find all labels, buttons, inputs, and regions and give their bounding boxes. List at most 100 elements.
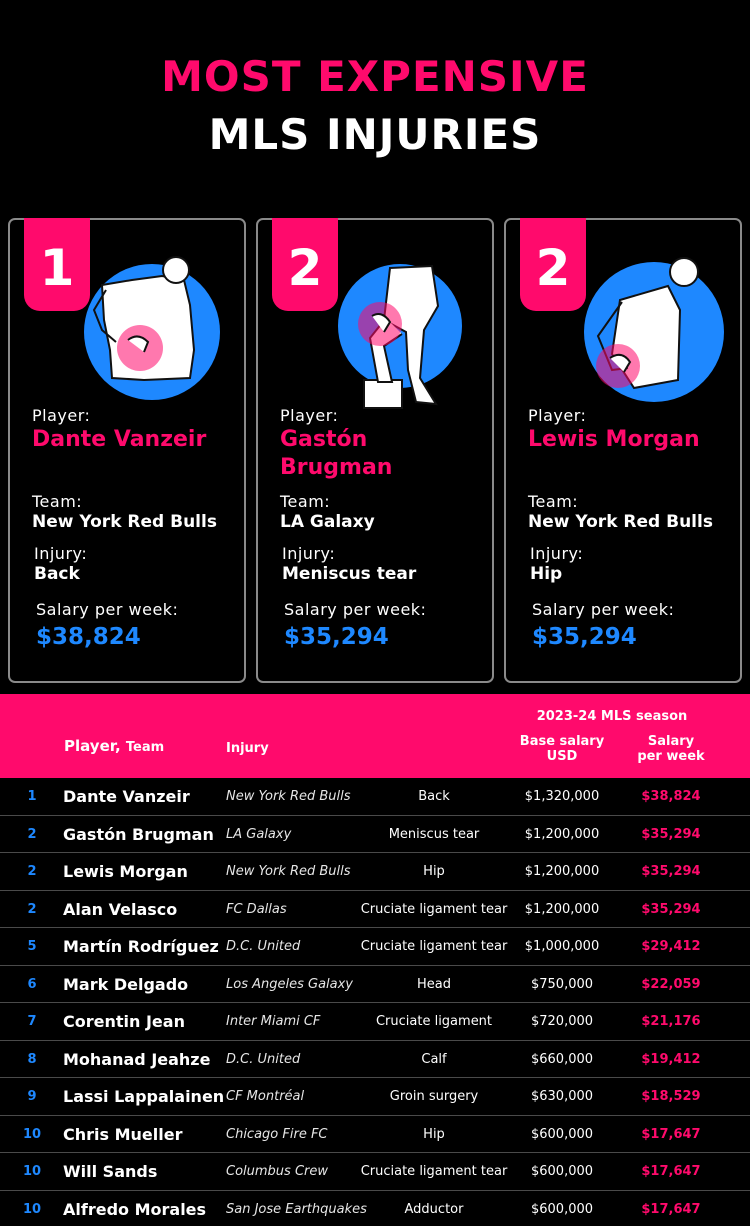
card-rank: 1	[24, 218, 90, 311]
row-player: Alan Velasco	[63, 899, 178, 919]
card-rank: 2	[272, 218, 338, 311]
player-card-1: 1 Player: Dante Vanzeir Team: New York R…	[8, 218, 246, 683]
row-injury: Cruciate ligament	[375, 1014, 493, 1029]
row-rank: 2	[27, 864, 37, 879]
row-player: Will Sands	[63, 1162, 158, 1181]
row-rank: 8	[27, 1051, 37, 1067]
row-team: Inter Miami CF	[226, 1014, 321, 1029]
col-week-line-1: Salary	[647, 734, 695, 749]
row-player: Mark Delgado	[63, 974, 189, 994]
player-card-3: 2 Player: Lewis Morgan Team: New York Re…	[504, 218, 742, 683]
player-name: Dante Vanzeir	[32, 427, 207, 452]
col-team-label: Team	[125, 740, 165, 755]
row-team: San Jose Earthquakes	[226, 1201, 367, 1217]
table-row: 6 Mark Delgado Los Angeles Galaxy Head $750,…	[0, 966, 750, 1003]
col-base-line-2: USD	[546, 749, 578, 764]
row-player: Lewis Morgan	[63, 862, 188, 881]
row-base-salary: $660,000	[530, 1051, 594, 1067]
row-weekly-salary: $38,824	[641, 789, 701, 804]
team-label: Team:	[32, 492, 83, 511]
player-label: Player:	[280, 406, 339, 425]
row-base-salary: $600,000	[530, 1126, 594, 1142]
injury-label: Injury:	[34, 544, 88, 563]
row-injury: Head	[417, 976, 451, 992]
row-rank: 2	[27, 901, 37, 917]
row-injury: Meniscus tear	[388, 826, 480, 842]
row-weekly-salary: $35,294	[641, 826, 701, 842]
row-weekly-salary: $18,529	[641, 1089, 701, 1104]
table-row: 2 Gastón Brugman LA Galaxy Meniscus tear $1,…	[0, 816, 750, 853]
player-name: Lewis Morgan	[528, 427, 700, 452]
row-team: LA Galaxy	[226, 826, 292, 842]
row-team: FC Dallas	[226, 901, 287, 917]
table-row: 5 Martín Rodríguez D.C. United Cruciate lig…	[0, 928, 750, 966]
row-base-salary: $1,200,000	[524, 901, 600, 917]
row-player: Lassi Lappalainen	[63, 1087, 225, 1106]
knee-pain-icon	[338, 264, 462, 409]
player-label: Player:	[32, 406, 91, 425]
row-weekly-salary: $17,647	[641, 1164, 701, 1179]
row-team: D.C. United	[226, 939, 301, 954]
team-value: LA Galaxy	[280, 512, 375, 532]
team-label: Team:	[280, 492, 331, 511]
row-player: Mohanad Jeahze	[63, 1049, 211, 1069]
row-weekly-salary: $35,294	[641, 901, 701, 917]
row-team: D.C. United	[226, 1051, 301, 1067]
row-weekly-salary: $19,412	[641, 1051, 701, 1067]
row-base-salary: $750,000	[530, 976, 594, 992]
row-team: CF Montréal	[226, 1089, 305, 1104]
row-rank: 10	[22, 1201, 42, 1217]
row-injury: Hip	[423, 1126, 445, 1142]
card-rank: 2	[520, 218, 586, 311]
salary-value: $35,294	[532, 624, 637, 650]
player-card-2: 2 Player: Gastón Brugman Team: LA Galaxy…	[256, 218, 494, 683]
col-player-header: Player, Team	[64, 737, 165, 756]
salary-value: $38,824	[36, 624, 141, 650]
col-base-line-1: Base salary	[519, 734, 605, 749]
table-row: 1 Dante Vanzeir New York Red Bulls Back $1,3…	[0, 778, 750, 816]
table-row: 9 Lassi Lappalainen CF Montréal Groin surge…	[0, 1078, 750, 1116]
row-rank: 9	[27, 1089, 37, 1104]
injury-label: Injury:	[530, 544, 584, 563]
season-label: 2023-24 MLS season	[536, 709, 688, 724]
row-player: Chris Mueller	[63, 1124, 183, 1144]
table-row: 7 Corentin Jean Inter Miami CF Cruciate lig…	[0, 1003, 750, 1041]
row-injury: Cruciate ligament tear	[360, 901, 508, 917]
row-rank: 10	[22, 1126, 42, 1142]
salary-label: Salary per week:	[284, 600, 427, 619]
row-team: Chicago Fire FC	[226, 1126, 328, 1142]
row-player: Alfredo Morales	[63, 1199, 207, 1219]
back-pain-icon	[84, 256, 220, 400]
table-header: 2023-24 MLS season Player, Team Injury B…	[0, 694, 750, 778]
row-injury: Adductor	[404, 1201, 464, 1217]
row-weekly-salary: $35,294	[641, 864, 701, 879]
player-name: Gastón Brugman	[280, 427, 393, 480]
row-team: Los Angeles Galaxy	[226, 976, 354, 992]
row-rank: 2	[27, 826, 37, 842]
row-base-salary: $1,000,000	[524, 939, 600, 954]
row-weekly-salary: $17,647	[641, 1201, 701, 1217]
title-line-2: MLS INJURIES	[208, 110, 542, 159]
player-label: Player:	[528, 406, 587, 425]
hip-pain-icon	[584, 257, 724, 402]
row-rank: 7	[27, 1014, 37, 1029]
salary-label: Salary per week:	[36, 600, 179, 619]
row-base-salary: $1,200,000	[524, 826, 600, 842]
row-player: Gastón Brugman	[63, 824, 214, 844]
row-base-salary: $1,320,000	[524, 789, 600, 804]
team-value: New York Red Bulls	[528, 512, 713, 532]
table-row: 10 Chris Mueller Chicago Fire FC Hip $600,00…	[0, 1116, 750, 1153]
col-week-header: Salary per week	[622, 734, 720, 764]
injury-value: Hip	[530, 564, 563, 584]
title-line-1: MOST EXPENSIVE	[161, 52, 589, 101]
row-player: Martín Rodríguez	[63, 937, 219, 956]
team-value: New York Red Bulls	[32, 512, 217, 532]
row-base-salary: $600,000	[530, 1201, 594, 1217]
row-injury: Cruciate ligament tear	[360, 1164, 508, 1179]
salary-label: Salary per week:	[532, 600, 675, 619]
row-weekly-salary: $21,176	[641, 1014, 701, 1029]
col-player-label: Player,	[64, 737, 121, 755]
col-injury-header: Injury	[226, 741, 269, 756]
row-rank: 1	[27, 789, 37, 804]
row-injury: Calf	[421, 1051, 447, 1067]
